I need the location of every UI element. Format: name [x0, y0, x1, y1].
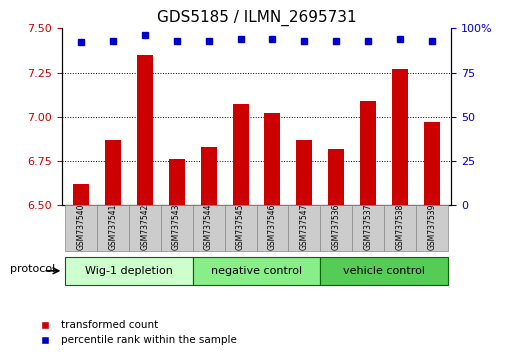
Text: GSM737542: GSM737542: [140, 204, 149, 250]
FancyBboxPatch shape: [288, 205, 321, 251]
FancyBboxPatch shape: [192, 205, 225, 251]
Bar: [297, 140, 312, 205]
FancyBboxPatch shape: [97, 205, 129, 251]
Bar: [328, 149, 344, 205]
Text: GSM737546: GSM737546: [268, 204, 277, 250]
FancyBboxPatch shape: [416, 205, 448, 251]
Text: GSM737544: GSM737544: [204, 204, 213, 250]
Text: GSM737545: GSM737545: [236, 204, 245, 250]
Title: GDS5185 / ILMN_2695731: GDS5185 / ILMN_2695731: [156, 9, 357, 25]
Bar: [232, 104, 248, 205]
Bar: [392, 69, 408, 205]
FancyBboxPatch shape: [321, 257, 448, 285]
FancyBboxPatch shape: [256, 205, 288, 251]
Bar: [201, 147, 216, 205]
Bar: [360, 101, 377, 205]
Text: GSM737539: GSM737539: [428, 204, 437, 250]
FancyBboxPatch shape: [161, 205, 192, 251]
Text: GSM737537: GSM737537: [364, 204, 373, 250]
Text: negative control: negative control: [211, 266, 302, 276]
Bar: [73, 184, 89, 205]
Text: protocol: protocol: [10, 264, 55, 274]
Bar: [105, 140, 121, 205]
FancyBboxPatch shape: [65, 205, 97, 251]
Bar: [169, 159, 185, 205]
FancyBboxPatch shape: [129, 205, 161, 251]
Text: GSM737547: GSM737547: [300, 204, 309, 250]
Text: GSM737541: GSM737541: [108, 204, 117, 250]
FancyBboxPatch shape: [321, 205, 352, 251]
FancyBboxPatch shape: [225, 205, 256, 251]
FancyBboxPatch shape: [384, 205, 416, 251]
Bar: [424, 122, 440, 205]
FancyBboxPatch shape: [352, 205, 384, 251]
Bar: [136, 55, 153, 205]
Text: GSM737540: GSM737540: [76, 204, 85, 250]
Bar: [265, 113, 281, 205]
Legend: transformed count, percentile rank within the sample: transformed count, percentile rank withi…: [31, 316, 241, 349]
Text: GSM737536: GSM737536: [332, 204, 341, 250]
Text: GSM737538: GSM737538: [396, 204, 405, 250]
Text: GSM737543: GSM737543: [172, 204, 181, 250]
Text: Wig-1 depletion: Wig-1 depletion: [85, 266, 172, 276]
FancyBboxPatch shape: [192, 257, 321, 285]
Text: vehicle control: vehicle control: [343, 266, 425, 276]
FancyBboxPatch shape: [65, 257, 192, 285]
